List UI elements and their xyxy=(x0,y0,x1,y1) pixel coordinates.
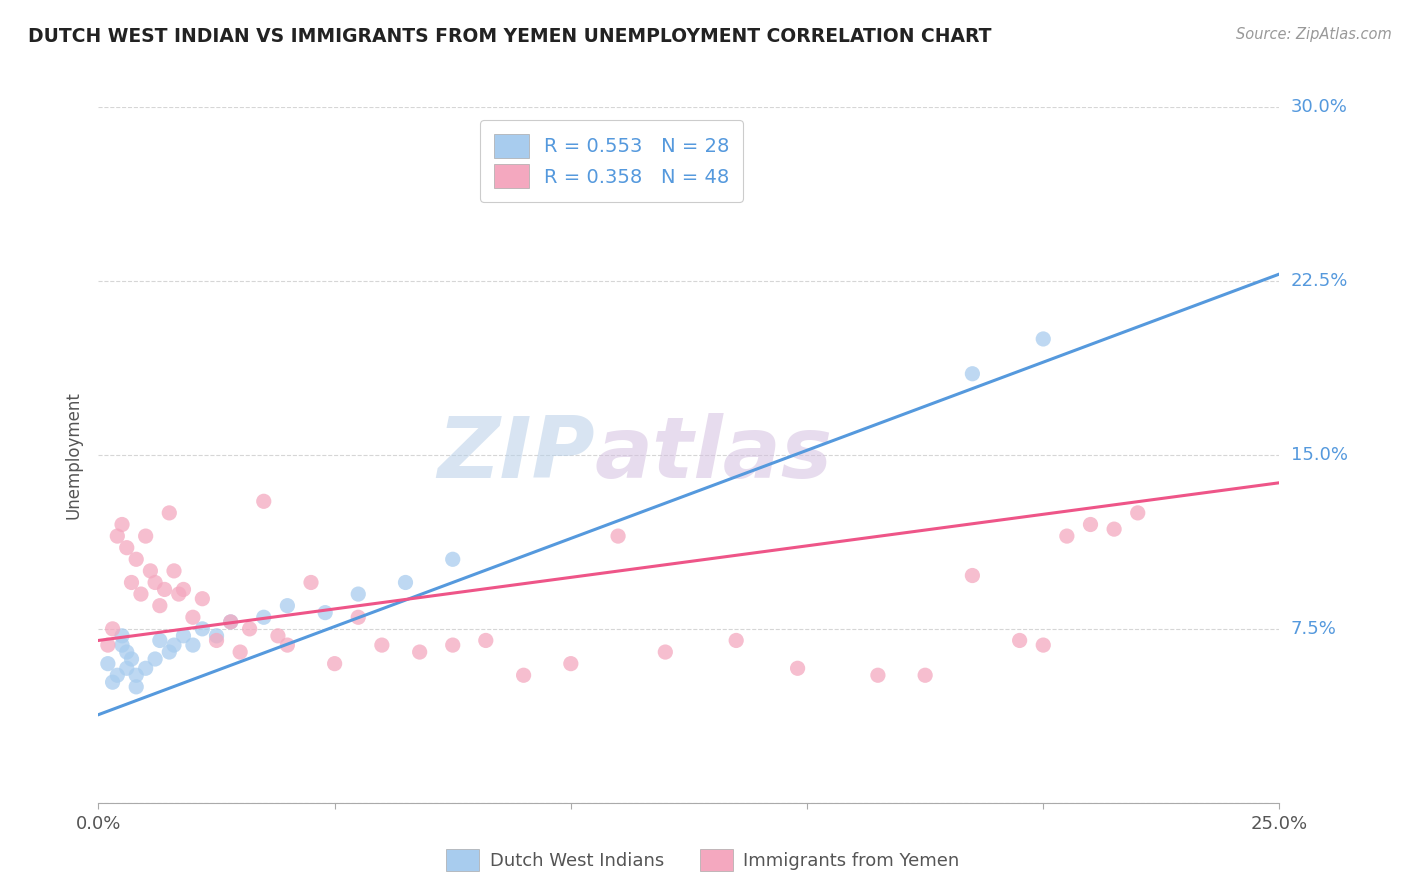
Point xyxy=(149,599,172,613)
Point xyxy=(725,633,748,648)
Legend: Dutch West Indians, Immigrants from Yemen: Dutch West Indians, Immigrants from Yeme… xyxy=(439,842,967,879)
Point xyxy=(239,622,262,636)
Point xyxy=(394,575,416,590)
Point xyxy=(115,645,138,659)
Point xyxy=(1032,332,1054,346)
Point xyxy=(654,645,676,659)
Point xyxy=(1080,517,1102,532)
Point xyxy=(408,645,430,659)
Point xyxy=(111,638,134,652)
Point xyxy=(135,529,157,543)
Text: Source: ZipAtlas.com: Source: ZipAtlas.com xyxy=(1236,27,1392,42)
Point xyxy=(267,629,290,643)
Point xyxy=(253,494,276,508)
Point xyxy=(205,629,228,643)
Point xyxy=(1056,529,1078,543)
Point xyxy=(111,517,134,532)
Point xyxy=(172,582,194,597)
Point xyxy=(115,541,138,555)
Text: 30.0%: 30.0% xyxy=(1291,98,1347,116)
Point xyxy=(191,591,214,606)
Point xyxy=(962,367,984,381)
Point xyxy=(115,661,138,675)
Point xyxy=(475,633,498,648)
Point xyxy=(347,610,370,624)
Point xyxy=(229,645,252,659)
Point xyxy=(163,638,186,652)
Point xyxy=(149,633,172,648)
Point xyxy=(105,668,128,682)
Point xyxy=(167,587,190,601)
Y-axis label: Unemployment: Unemployment xyxy=(65,391,83,519)
Point xyxy=(866,668,889,682)
Point xyxy=(97,657,120,671)
Point xyxy=(560,657,582,671)
Point xyxy=(276,638,298,652)
Point xyxy=(219,615,242,629)
Point xyxy=(111,629,134,643)
Point xyxy=(157,645,180,659)
Point xyxy=(205,633,228,648)
Point xyxy=(276,599,298,613)
Point xyxy=(191,622,214,636)
Point xyxy=(143,652,166,666)
Text: DUTCH WEST INDIAN VS IMMIGRANTS FROM YEMEN UNEMPLOYMENT CORRELATION CHART: DUTCH WEST INDIAN VS IMMIGRANTS FROM YEM… xyxy=(28,27,991,45)
Point xyxy=(125,668,148,682)
Point xyxy=(153,582,176,597)
Point xyxy=(253,610,276,624)
Point xyxy=(163,564,186,578)
Point xyxy=(101,622,124,636)
Point xyxy=(105,529,128,543)
Text: 7.5%: 7.5% xyxy=(1291,620,1337,638)
Text: 15.0%: 15.0% xyxy=(1291,446,1347,464)
Point xyxy=(125,680,148,694)
Point xyxy=(129,587,152,601)
Point xyxy=(314,606,336,620)
Point xyxy=(1126,506,1149,520)
Point xyxy=(347,587,370,601)
Point xyxy=(441,638,464,652)
Point xyxy=(219,615,242,629)
Point xyxy=(914,668,936,682)
Point xyxy=(101,675,124,690)
Point xyxy=(121,575,143,590)
Point xyxy=(181,638,204,652)
Point xyxy=(371,638,394,652)
Point xyxy=(441,552,464,566)
Point xyxy=(172,629,194,643)
Point xyxy=(125,552,148,566)
Point xyxy=(143,575,166,590)
Point xyxy=(135,661,157,675)
Text: ZIP: ZIP xyxy=(437,413,595,497)
Point xyxy=(962,568,984,582)
Point xyxy=(607,529,630,543)
Point xyxy=(97,638,120,652)
Point xyxy=(121,652,143,666)
Point xyxy=(1102,522,1125,536)
Point xyxy=(181,610,204,624)
Point xyxy=(139,564,162,578)
Point xyxy=(323,657,346,671)
Text: atlas: atlas xyxy=(595,413,832,497)
Point xyxy=(1032,638,1054,652)
Point xyxy=(1008,633,1031,648)
Point xyxy=(299,575,322,590)
Point xyxy=(786,661,808,675)
Text: 22.5%: 22.5% xyxy=(1291,272,1348,290)
Point xyxy=(512,668,534,682)
Legend: R = 0.553   N = 28, R = 0.358   N = 48: R = 0.553 N = 28, R = 0.358 N = 48 xyxy=(481,120,744,202)
Point xyxy=(157,506,180,520)
